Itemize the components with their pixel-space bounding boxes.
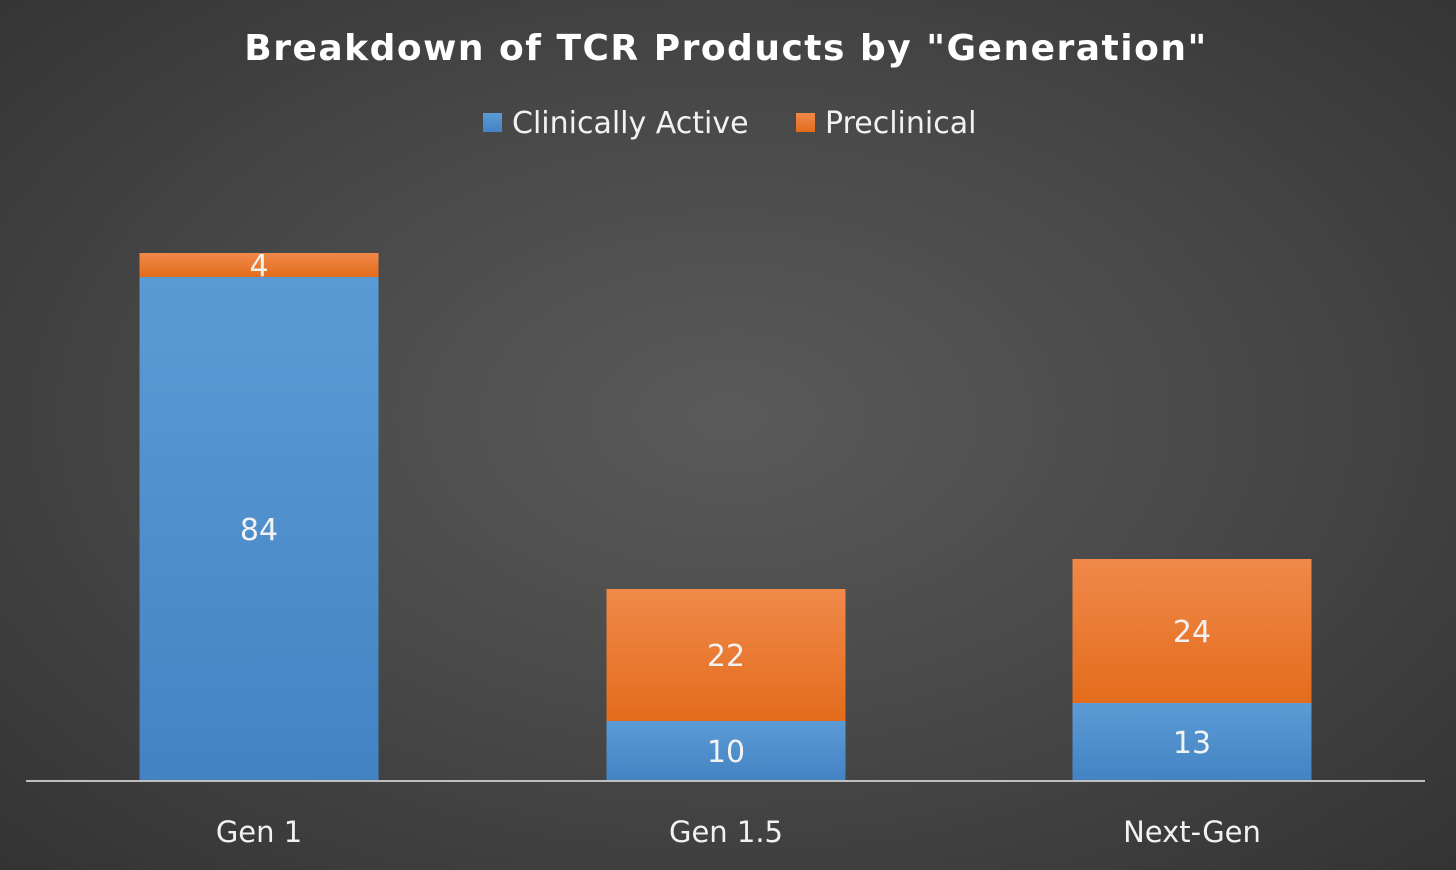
legend-label-1: Preclinical — [825, 106, 976, 141]
bar-1-1 — [606, 589, 846, 721]
bar-1-2 — [1072, 559, 1312, 703]
data-labels-group: 84 4 10 22 13 24 — [240, 249, 1211, 770]
bar-1-0 — [139, 253, 379, 277]
legend: Clinically Active Preclinical — [483, 106, 976, 141]
bar-0-1 — [606, 721, 846, 781]
legend-swatch-0 — [483, 113, 502, 132]
legend-swatch-1 — [796, 113, 815, 132]
data-label-1-0: 4 — [249, 249, 268, 284]
legend-label-0: Clinically Active — [512, 106, 749, 141]
data-label-1-1: 22 — [707, 639, 745, 674]
data-label-0-0: 84 — [240, 513, 278, 548]
data-label-1-2: 24 — [1173, 615, 1211, 650]
bar-0-2 — [1072, 703, 1312, 781]
x-axis-ticks: Gen 1 Gen 1.5 Next-Gen — [216, 815, 1261, 849]
x-tick-label-1: Gen 1.5 — [669, 815, 783, 849]
data-label-0-2: 13 — [1173, 726, 1211, 761]
x-tick-label-0: Gen 1 — [216, 815, 302, 849]
chart-title: Breakdown of TCR Products by "Generation… — [244, 28, 1207, 69]
bars-group — [139, 253, 1312, 781]
x-tick-label-2: Next-Gen — [1123, 815, 1261, 849]
data-label-0-1: 10 — [707, 735, 745, 770]
bar-0-0 — [139, 277, 379, 781]
